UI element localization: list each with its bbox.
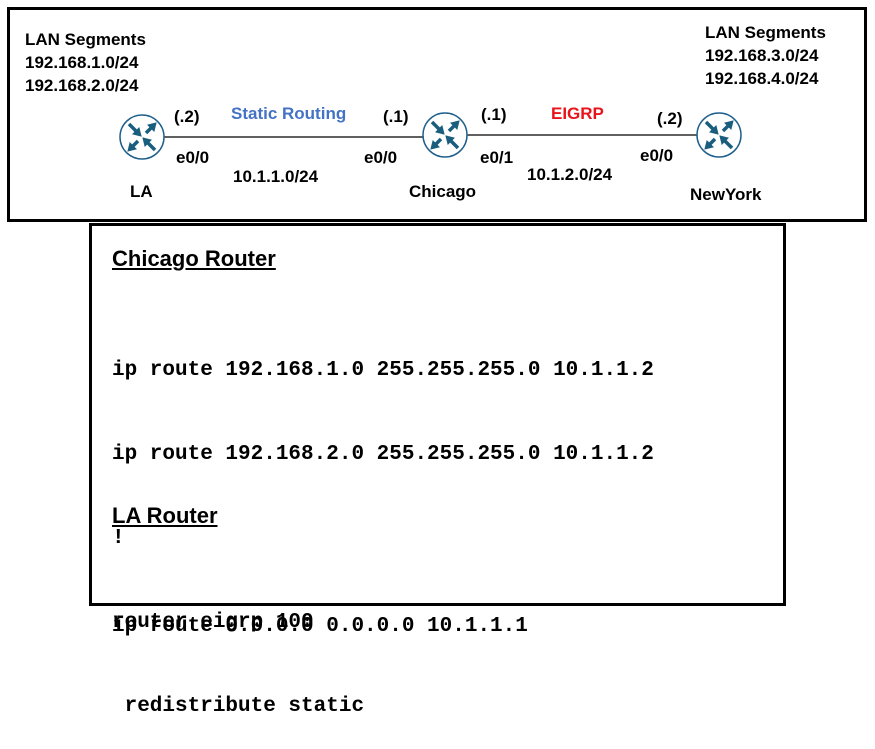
- router-icon-la: [118, 113, 166, 161]
- ny-host: (.2): [657, 109, 683, 128]
- ny-interface: e0/0: [640, 146, 674, 165]
- config-line: ip route 0.0.0.0 0.0.0.0 10.1.1.1: [112, 615, 528, 638]
- subnet-1: 10.1.1.0/24: [233, 167, 319, 186]
- chicago-interface-1: e0/0: [364, 148, 398, 167]
- config-line: ip route 192.168.1.0 255.255.255.0 10.1.…: [112, 359, 654, 382]
- subnet-2: 10.1.2.0/24: [527, 165, 613, 184]
- la-host: (.2): [174, 107, 200, 126]
- router-label-chicago: Chicago: [409, 182, 477, 201]
- la-lan-net: 192.168.1.0/24: [25, 53, 139, 72]
- router-label-newyork: NewYork: [690, 185, 762, 204]
- chicago-host-2: (.1): [481, 105, 507, 124]
- la-lan-net: 192.168.2.0/24: [25, 76, 139, 95]
- topology-links: [118, 111, 743, 161]
- la-lan-title: LAN Segments: [25, 30, 146, 49]
- la-config-title: LA Router: [112, 503, 218, 528]
- router-label-la: LA: [130, 182, 153, 201]
- config-line: redistribute static: [112, 695, 365, 718]
- chicago-host-1: (.1): [383, 107, 409, 126]
- config-panel: [89, 223, 786, 606]
- router-icon-newyork: [695, 111, 743, 159]
- chicago-config-title: Chicago Router: [112, 246, 276, 271]
- la-interface: e0/0: [176, 148, 210, 167]
- config-line: ip route 192.168.2.0 255.255.255.0 10.1.…: [112, 443, 654, 466]
- ny-lan-title: LAN Segments: [705, 23, 826, 42]
- ny-lan-net: 192.168.3.0/24: [705, 46, 819, 65]
- ny-lan-net: 192.168.4.0/24: [705, 69, 819, 88]
- config-line: !: [112, 527, 125, 550]
- topology-panel: [7, 7, 867, 222]
- static-routing-label: Static Routing: [231, 104, 347, 123]
- router-icon-chicago: [421, 111, 469, 159]
- chicago-interface-2: e0/1: [480, 148, 514, 167]
- la-config: ip route 0.0.0.0 0.0.0.0 10.1.1.1: [112, 557, 528, 669]
- eigrp-label: EIGRP: [551, 104, 604, 123]
